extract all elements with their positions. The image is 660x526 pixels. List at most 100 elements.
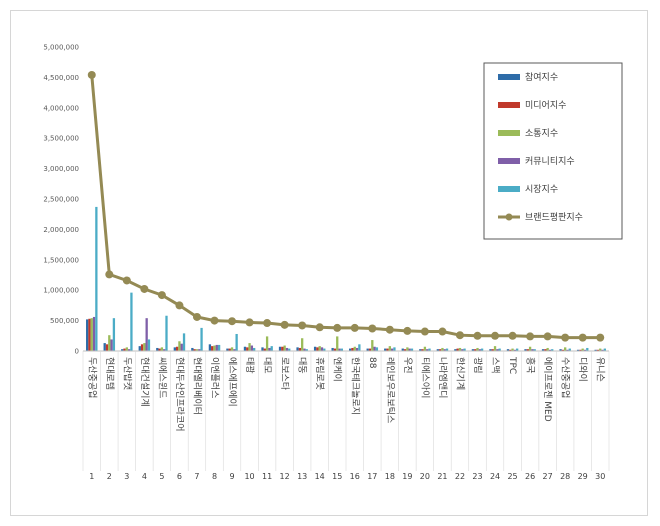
rank-label: 12 <box>280 472 290 481</box>
y-tick-label: 0 <box>75 348 79 356</box>
category-label: 이엔플러스 <box>209 357 220 398</box>
bar <box>121 349 124 351</box>
bar <box>423 346 427 351</box>
bar <box>496 349 499 351</box>
bar <box>546 347 549 351</box>
bar <box>438 349 442 351</box>
bar-series-group <box>86 206 606 351</box>
y-tick-label: 1,500,000 <box>43 256 79 264</box>
rank-label: 20 <box>420 472 430 481</box>
bar <box>579 349 582 351</box>
line-point <box>438 327 447 336</box>
bar <box>408 348 411 351</box>
category-label: 티에스아이 <box>419 357 430 398</box>
y-tick-label: 3,000,000 <box>43 165 79 173</box>
legend-swatch <box>498 186 520 192</box>
line-point <box>368 324 377 333</box>
legend-box <box>483 62 623 240</box>
bar <box>581 348 584 351</box>
bar <box>548 349 552 351</box>
bar <box>140 344 144 351</box>
bar <box>178 341 181 351</box>
rank-label: 25 <box>507 472 517 481</box>
y-tick-label: 2,000,000 <box>43 226 79 234</box>
category-label: 현대두산인프라코어 <box>174 357 185 432</box>
bar <box>158 348 161 351</box>
line-point <box>245 318 254 327</box>
bar <box>340 348 343 351</box>
bar <box>561 349 565 351</box>
bar <box>160 347 164 351</box>
bar <box>506 349 510 351</box>
line-point <box>210 316 219 325</box>
bar <box>138 346 141 351</box>
bar <box>320 347 324 351</box>
bar <box>513 349 517 351</box>
bar <box>208 344 212 351</box>
bar <box>511 348 514 351</box>
bar <box>147 339 151 351</box>
category-label: 한국테크놀로지 <box>349 357 360 415</box>
bar <box>419 349 422 351</box>
brand-reputation-chart: 0 500,000 1,000,000 1,500,000 2,000,000 2,500… <box>43 44 623 481</box>
rank-label: 7 <box>194 472 199 481</box>
category-label: 대동 <box>297 357 308 374</box>
rank-label: 29 <box>578 472 588 481</box>
bar <box>213 345 216 351</box>
rank-label: 3 <box>124 472 129 481</box>
bar <box>163 349 166 351</box>
line-point <box>140 284 149 293</box>
category-label: 레인보우로보틱스 <box>384 357 396 423</box>
line-point <box>596 333 605 342</box>
bar <box>384 348 387 351</box>
bar <box>336 336 339 351</box>
legend-label: 브랜드평판지수 <box>525 212 583 223</box>
bar <box>476 347 479 351</box>
bar <box>355 347 359 351</box>
bar <box>406 347 409 351</box>
line-point <box>228 317 237 326</box>
category-label: TPC <box>507 356 517 374</box>
line-point <box>157 291 166 300</box>
rank-label: 17 <box>367 472 377 481</box>
rank-label: 24 <box>490 472 500 481</box>
bar <box>303 348 306 351</box>
bar <box>333 348 337 351</box>
category-label: 엔케이 <box>332 357 343 382</box>
bar <box>108 335 111 351</box>
bar <box>576 349 580 351</box>
bar <box>200 327 203 351</box>
category-label: 우진 <box>402 357 413 374</box>
bar <box>373 346 376 351</box>
bar <box>601 349 604 351</box>
y-tick-label: 4,500,000 <box>43 74 79 82</box>
bar <box>165 315 168 351</box>
bar <box>253 347 256 351</box>
line-point <box>491 331 500 340</box>
bar <box>358 344 361 351</box>
bar <box>270 346 273 351</box>
category-label: 수산중공업 <box>560 357 571 398</box>
bar <box>375 347 379 351</box>
category-label: 대모 <box>262 357 273 374</box>
legend-point-swatch <box>505 213 513 221</box>
bar <box>226 348 229 351</box>
rank-label: 27 <box>543 472 553 481</box>
bar <box>123 348 126 351</box>
bar <box>323 348 326 351</box>
bar <box>283 345 286 351</box>
bar <box>353 346 356 351</box>
bar <box>541 349 545 351</box>
bar <box>250 345 254 351</box>
line-point <box>263 319 272 328</box>
line-point <box>420 327 429 336</box>
y-tick-label: 5,000,000 <box>43 44 79 52</box>
bar <box>599 348 602 351</box>
bar <box>509 349 512 351</box>
line-point <box>526 332 535 341</box>
bar <box>173 347 176 351</box>
bar <box>127 349 131 351</box>
category-label: 태광 <box>244 357 256 374</box>
bar <box>112 318 116 351</box>
bar <box>248 343 251 351</box>
